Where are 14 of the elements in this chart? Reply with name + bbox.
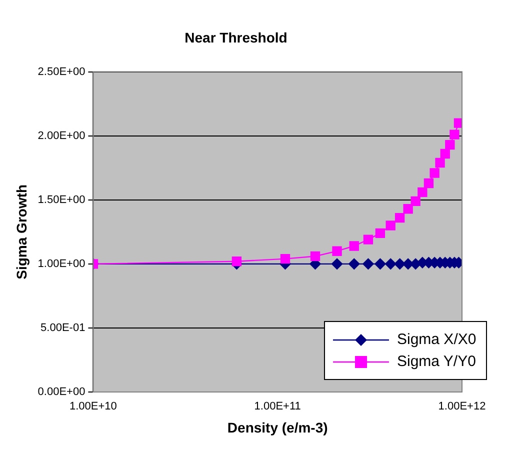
y-tick-label: 0.00E+00 [38, 386, 86, 398]
y-tick-label: 1.00E+00 [38, 258, 86, 270]
x-tick-label: 1.00E+10 [70, 400, 117, 413]
x-axis-title: Density (e/m-3) [227, 419, 328, 436]
y-tick-label: 2.00E+00 [38, 130, 86, 142]
y-tick-label: 2.50E+00 [38, 66, 86, 78]
x-tick-label: 1.00E+12 [438, 400, 486, 413]
x-tick-label: 1.00E+11 [254, 400, 301, 413]
y-tick-label: 5.00E-01 [40, 322, 86, 334]
y-axis-title: Sigma Growth [13, 184, 30, 280]
chart-title: Near Threshold [184, 29, 288, 46]
legend-label: Sigma X/X0 [397, 331, 476, 348]
legend-label: Sigma Y/Y0 [397, 353, 476, 370]
y-tick-label: 1.50E+00 [38, 194, 86, 206]
